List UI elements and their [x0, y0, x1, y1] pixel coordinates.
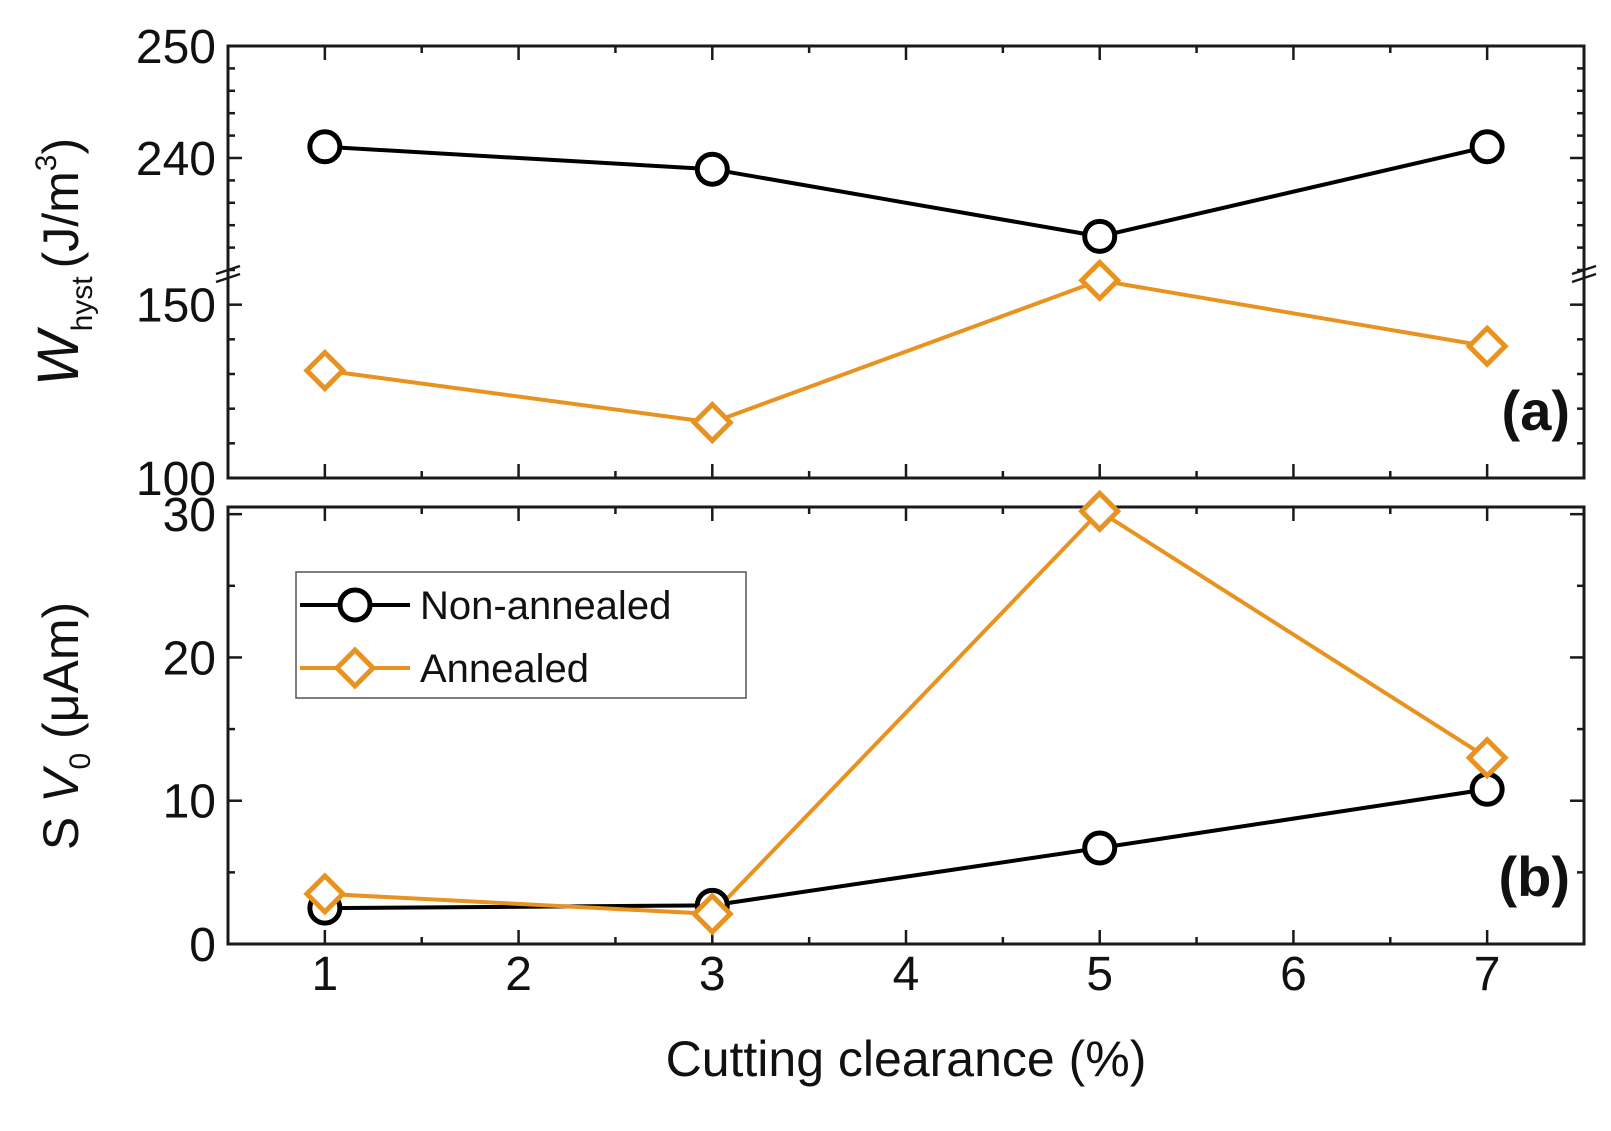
- panel-b-ylabel-prefix: S: [33, 803, 89, 850]
- panel-a-point-non-annealed: [307, 129, 343, 165]
- panel-b-ylabel: S V0 (μAm): [33, 602, 97, 850]
- panel-b-y-tick-label: 10: [163, 776, 216, 829]
- axis-break-right: [1571, 264, 1597, 284]
- labels-layer: 1 2 3 4 5 6 7 100 150 240 250 0 10 20 30: [136, 21, 1501, 1001]
- legend-marker-annealed: [333, 646, 377, 690]
- panel-a-point-annealed: [303, 348, 347, 393]
- panel-a-ylabel: Whyst (J/m3): [26, 138, 99, 386]
- panel-b-ylabel-main: V: [33, 765, 89, 803]
- legend-label-annealed: Annealed: [420, 647, 589, 691]
- ticks-layer: [228, 44, 1584, 946]
- legend-marker-non-annealed: [337, 587, 373, 623]
- lines-layer: [324, 144, 1489, 916]
- x-tick-label: 4: [893, 948, 920, 1001]
- panel-a-point-annealed: [690, 400, 734, 445]
- panel-a-y-tick-label: 250: [136, 21, 216, 74]
- axis-break-left: [215, 264, 241, 284]
- panel-a-frame: [226, 44, 1586, 480]
- x-tick-label: 3: [699, 948, 726, 1001]
- panel-a-ylabel-units: (J/m: [33, 171, 89, 268]
- panel-a-y-tick-label: 100: [136, 453, 216, 506]
- legend: Non-annealed Annealed: [295, 571, 747, 699]
- panel-a-line-non-annealed: [324, 144, 1488, 239]
- x-tick-label: 2: [505, 948, 532, 1001]
- panel-b-point-annealed: [303, 872, 347, 916]
- x-tick-label: 7: [1474, 948, 1501, 1001]
- panel-a-y-tick-label: 150: [136, 280, 216, 333]
- panel-a-point-annealed: [1465, 324, 1509, 368]
- panel-a-point-non-annealed: [1082, 218, 1118, 254]
- panel-a-line-annealed: [324, 278, 1488, 425]
- panel-b-point-annealed: [1078, 489, 1122, 533]
- panel-b-point-annealed: [1465, 736, 1509, 780]
- panel-a-ylabel-units-sup: 3: [30, 154, 63, 171]
- panel-a-point-non-annealed: [694, 151, 730, 187]
- legend-box: [295, 571, 747, 699]
- x-axis-title: Cutting clearance (%): [666, 1031, 1147, 1087]
- panel-a-ylabel-main: W: [26, 326, 91, 386]
- panel-b-line-annealed: [324, 508, 1489, 916]
- panel-a-point-non-annealed: [1469, 129, 1505, 165]
- panel-b-point-annealed: [690, 892, 734, 936]
- x-tick-label: 6: [1280, 948, 1307, 1001]
- panel-a-ylabel-units-close: ): [33, 138, 89, 155]
- panel-a-point-annealed: [1078, 258, 1122, 302]
- panel-b-ylabel-units: (μAm): [33, 602, 89, 753]
- panel-b-ylabel-sub: 0: [64, 753, 97, 770]
- panel-b-label: (b): [1498, 845, 1570, 908]
- panel-b-line-non-annealed: [324, 787, 1488, 911]
- x-tick-label: 1: [312, 948, 339, 1001]
- panel-b-y-tick-label: 20: [163, 632, 216, 685]
- legend-label-non-annealed: Non-annealed: [420, 584, 671, 628]
- panel-b-y-tick-label: 0: [189, 919, 216, 972]
- x-tick-label: 5: [1086, 948, 1113, 1001]
- panel-b-point-non-annealed: [1082, 830, 1118, 866]
- markers-layer: [303, 129, 1509, 936]
- panel-a-ylabel-sub: hyst: [66, 276, 99, 332]
- panel-a-label: (a): [1502, 379, 1570, 442]
- panel-b-y-tick-label: 30: [163, 489, 216, 542]
- panel-a-y-tick-label: 240: [136, 133, 216, 186]
